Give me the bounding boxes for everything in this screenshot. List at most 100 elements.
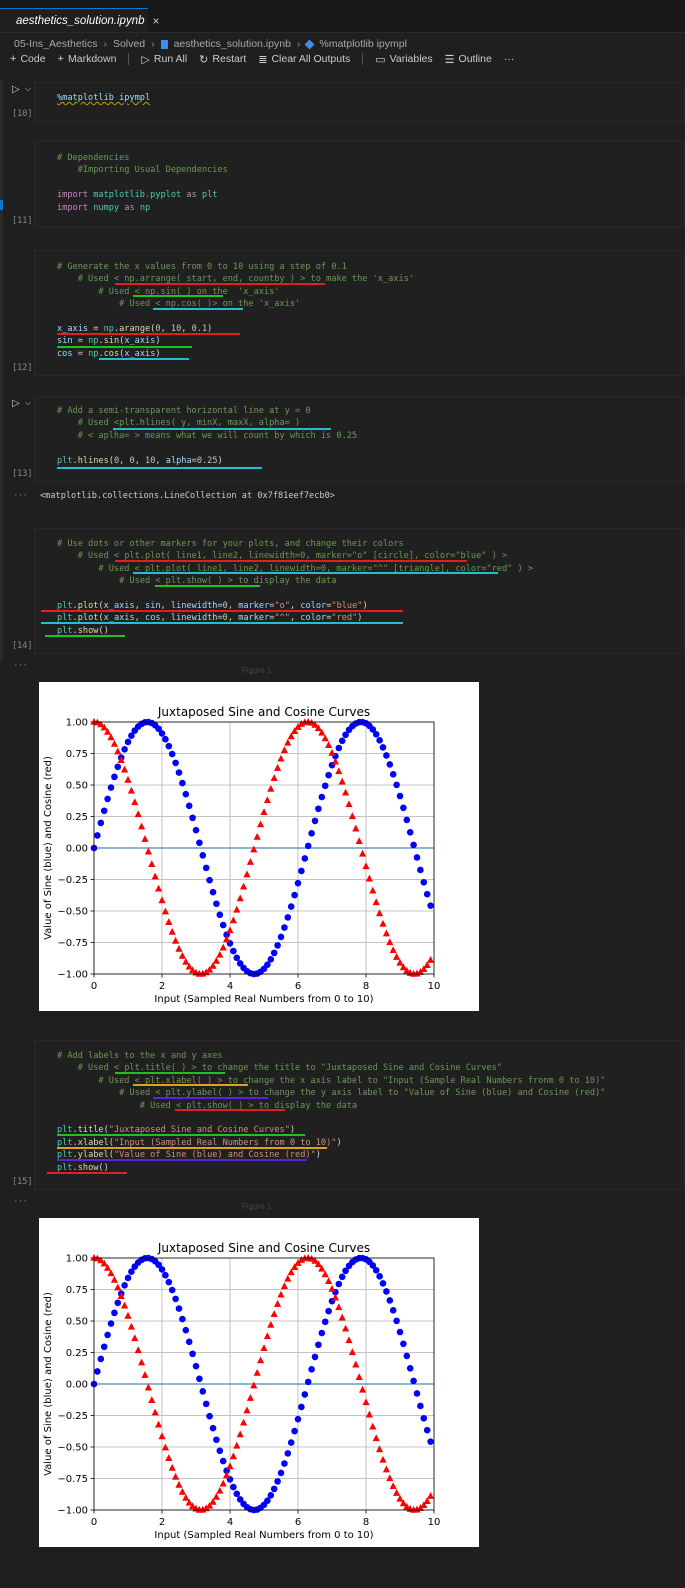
data-point — [253, 1368, 261, 1376]
data-point — [104, 1331, 111, 1339]
data-point — [328, 1285, 336, 1292]
data-point — [114, 747, 122, 755]
breadcrumb-item[interactable]: aesthetics_solution.ipynb — [173, 38, 291, 50]
data-point — [277, 1469, 285, 1477]
data-point — [301, 1391, 309, 1398]
data-point — [311, 817, 319, 825]
data-point — [369, 1262, 377, 1269]
data-point — [403, 966, 411, 974]
data-point — [250, 1381, 258, 1389]
data-point — [250, 845, 258, 853]
data-point — [416, 1504, 424, 1511]
figure-2[interactable]: 0 2 4 6 8 10 1.00 0.75 0.50 0.25 0.00 −0.25 −0.50 −0.… — [39, 1218, 479, 1547]
data-point — [331, 757, 339, 765]
notebook-toolbar: + Code + Markdown ▷ Run All ↻ Restart ≣ Clear… — [10, 51, 514, 67]
data-point — [121, 1282, 128, 1289]
cell-source[interactable]: # Generate the x values from 0 to 10 usi… — [57, 262, 414, 359]
output-menu-icon[interactable]: ··· — [14, 1195, 28, 1207]
data-point — [403, 816, 411, 824]
data-point — [182, 957, 190, 965]
data-point — [124, 1311, 132, 1319]
y-tick-label: −0.50 — [57, 1443, 88, 1454]
data-point — [355, 1373, 363, 1381]
code-cell-13[interactable]: # Add a semi-transparent horizontal line… — [34, 396, 685, 482]
run-cell-icon[interactable]: ▷ — [12, 84, 20, 95]
data-point — [223, 1471, 231, 1479]
data-point — [345, 1336, 353, 1344]
cell-source[interactable]: # Use dots or other markers for your plo… — [57, 539, 533, 636]
data-point — [284, 1450, 292, 1457]
axes-frame — [93, 721, 435, 975]
data-point — [114, 1299, 122, 1307]
outline-button[interactable]: ☰ Outline — [444, 53, 492, 66]
y-tick-label: 1.00 — [66, 718, 88, 729]
data-point — [161, 907, 169, 915]
data-point — [427, 902, 434, 909]
code-cell-14[interactable]: # Use dots or other markers for your plo… — [34, 528, 685, 654]
output-menu-icon[interactable]: ··· — [14, 659, 28, 671]
data-point — [294, 879, 302, 887]
output-menu-icon[interactable]: ··· — [14, 489, 28, 501]
data-point — [420, 1414, 428, 1422]
data-point — [298, 1403, 305, 1411]
cell-source[interactable]: # Add a semi-transparent horizontal line… — [57, 406, 358, 466]
data-point — [304, 842, 312, 850]
data-point — [155, 725, 162, 733]
data-point — [417, 866, 424, 874]
data-point — [311, 720, 319, 728]
breadcrumb-item[interactable]: %matplotlib ipympl — [319, 38, 407, 50]
purple-underline — [57, 1159, 307, 1161]
data-point — [230, 1483, 237, 1491]
data-point — [308, 830, 315, 837]
chevron-down-icon[interactable]: ⌵ — [25, 84, 32, 93]
data-point — [202, 1400, 210, 1408]
data-point — [338, 1273, 346, 1281]
data-point — [400, 804, 407, 812]
y-tick-label: 0.00 — [66, 844, 88, 855]
data-point — [369, 1422, 377, 1430]
data-point — [121, 765, 129, 773]
data-point — [246, 1394, 254, 1401]
data-point — [236, 1496, 244, 1503]
run-all-button[interactable]: ▷ Run All — [141, 53, 188, 66]
orange-underline — [133, 1084, 248, 1086]
data-point — [331, 1293, 339, 1301]
restart-button[interactable]: ↻ Restart — [199, 53, 247, 66]
data-point — [410, 841, 417, 849]
data-point — [97, 819, 105, 827]
data-point — [345, 800, 353, 808]
add-code-button[interactable]: + Code — [10, 53, 46, 65]
code-cell-11[interactable]: # Dependencies #Importing Usual Dependen… — [34, 140, 685, 228]
cell-source[interactable]: # Dependencies #Importing Usual Dependen… — [57, 153, 228, 213]
data-point — [263, 796, 271, 804]
data-point — [383, 752, 390, 759]
data-point — [104, 795, 111, 803]
green-underline — [155, 585, 260, 587]
breadcrumb-item[interactable]: 05-Ins_Aesthetics — [14, 38, 98, 50]
code-cell-12[interactable]: # Generate the x values from 0 to 10 usi… — [34, 250, 685, 376]
data-point — [399, 963, 407, 971]
data-point — [192, 826, 200, 834]
run-cell-icon[interactable]: ▷ — [12, 398, 20, 409]
figure-1[interactable]: 0 2 4 6 8 10 1.00 0.75 0.50 0.25 0.00 −0.25 −0.50 −0.… — [39, 682, 479, 1011]
tab-notebook[interactable]: aesthetics_solution.ipynb × — [0, 8, 160, 32]
code-cell-10[interactable]: %matplotlib ipympl — [34, 82, 685, 122]
data-point — [362, 1398, 370, 1406]
breadcrumb-item[interactable]: Solved — [112, 38, 146, 50]
y-tick-label: 0.25 — [66, 1348, 88, 1359]
cell-source[interactable]: %matplotlib ipympl — [57, 93, 151, 103]
y-tick-label: −0.50 — [57, 907, 88, 918]
cell-source[interactable]: # Add labels to the x and y axes # Used … — [57, 1051, 606, 1173]
chevron-down-icon[interactable]: ⌵ — [25, 398, 32, 407]
close-icon[interactable]: × — [152, 13, 160, 28]
variables-button[interactable]: ▭ Variables — [375, 53, 433, 66]
data-point — [287, 1268, 295, 1276]
data-point — [314, 1260, 322, 1268]
code-cell-15[interactable]: # Add labels to the x and y axes # Used … — [34, 1040, 685, 1190]
add-markdown-button[interactable]: + Markdown — [57, 53, 117, 65]
data-point — [236, 1430, 244, 1438]
clear-outputs-button[interactable]: ≣ Clear All Outputs — [258, 53, 351, 66]
data-point — [274, 942, 281, 949]
more-actions-button[interactable]: ··· — [503, 53, 515, 65]
data-point — [110, 1276, 118, 1283]
